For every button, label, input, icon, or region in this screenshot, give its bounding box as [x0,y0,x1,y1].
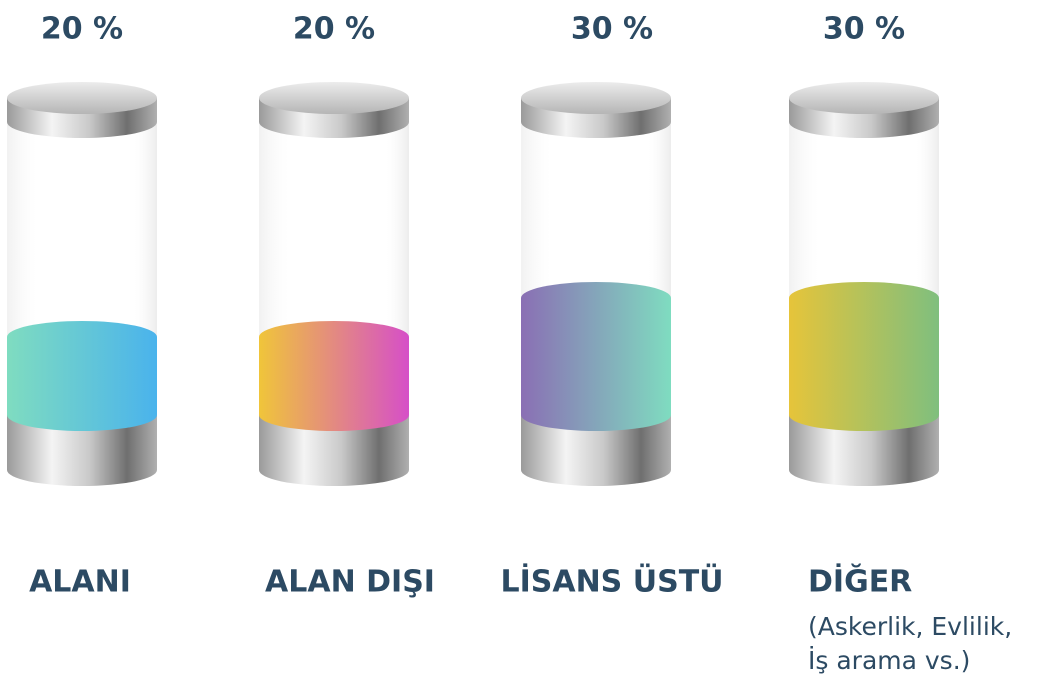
bar [259,321,409,431]
cylinder-cap [7,82,157,114]
category-label: DİĞER [808,563,912,600]
category-label: ALAN DIŞI [265,565,435,600]
category-label: ALANI [29,565,131,600]
annotation: İş arama vs.) [808,646,970,675]
cylinder-cap [789,82,939,114]
value-label: 20 % [41,12,123,47]
value-label: 30 % [823,12,905,47]
cylinder-cap [259,82,409,114]
bar [521,282,671,431]
category-label: LİSANS ÜSTÜ [500,563,723,600]
bar [7,321,157,431]
value-label: 30 % [571,12,653,47]
cylinder-cap [521,82,671,114]
value-label: 20 % [293,12,375,47]
bar [789,282,939,431]
annotation: (Askerlik, Evlilik, [808,612,1012,641]
chart: 20 % ALANI 20 % ALAN DIŞI 30 % LİSANS ÜSTÜ 30 … [0,0,1043,687]
